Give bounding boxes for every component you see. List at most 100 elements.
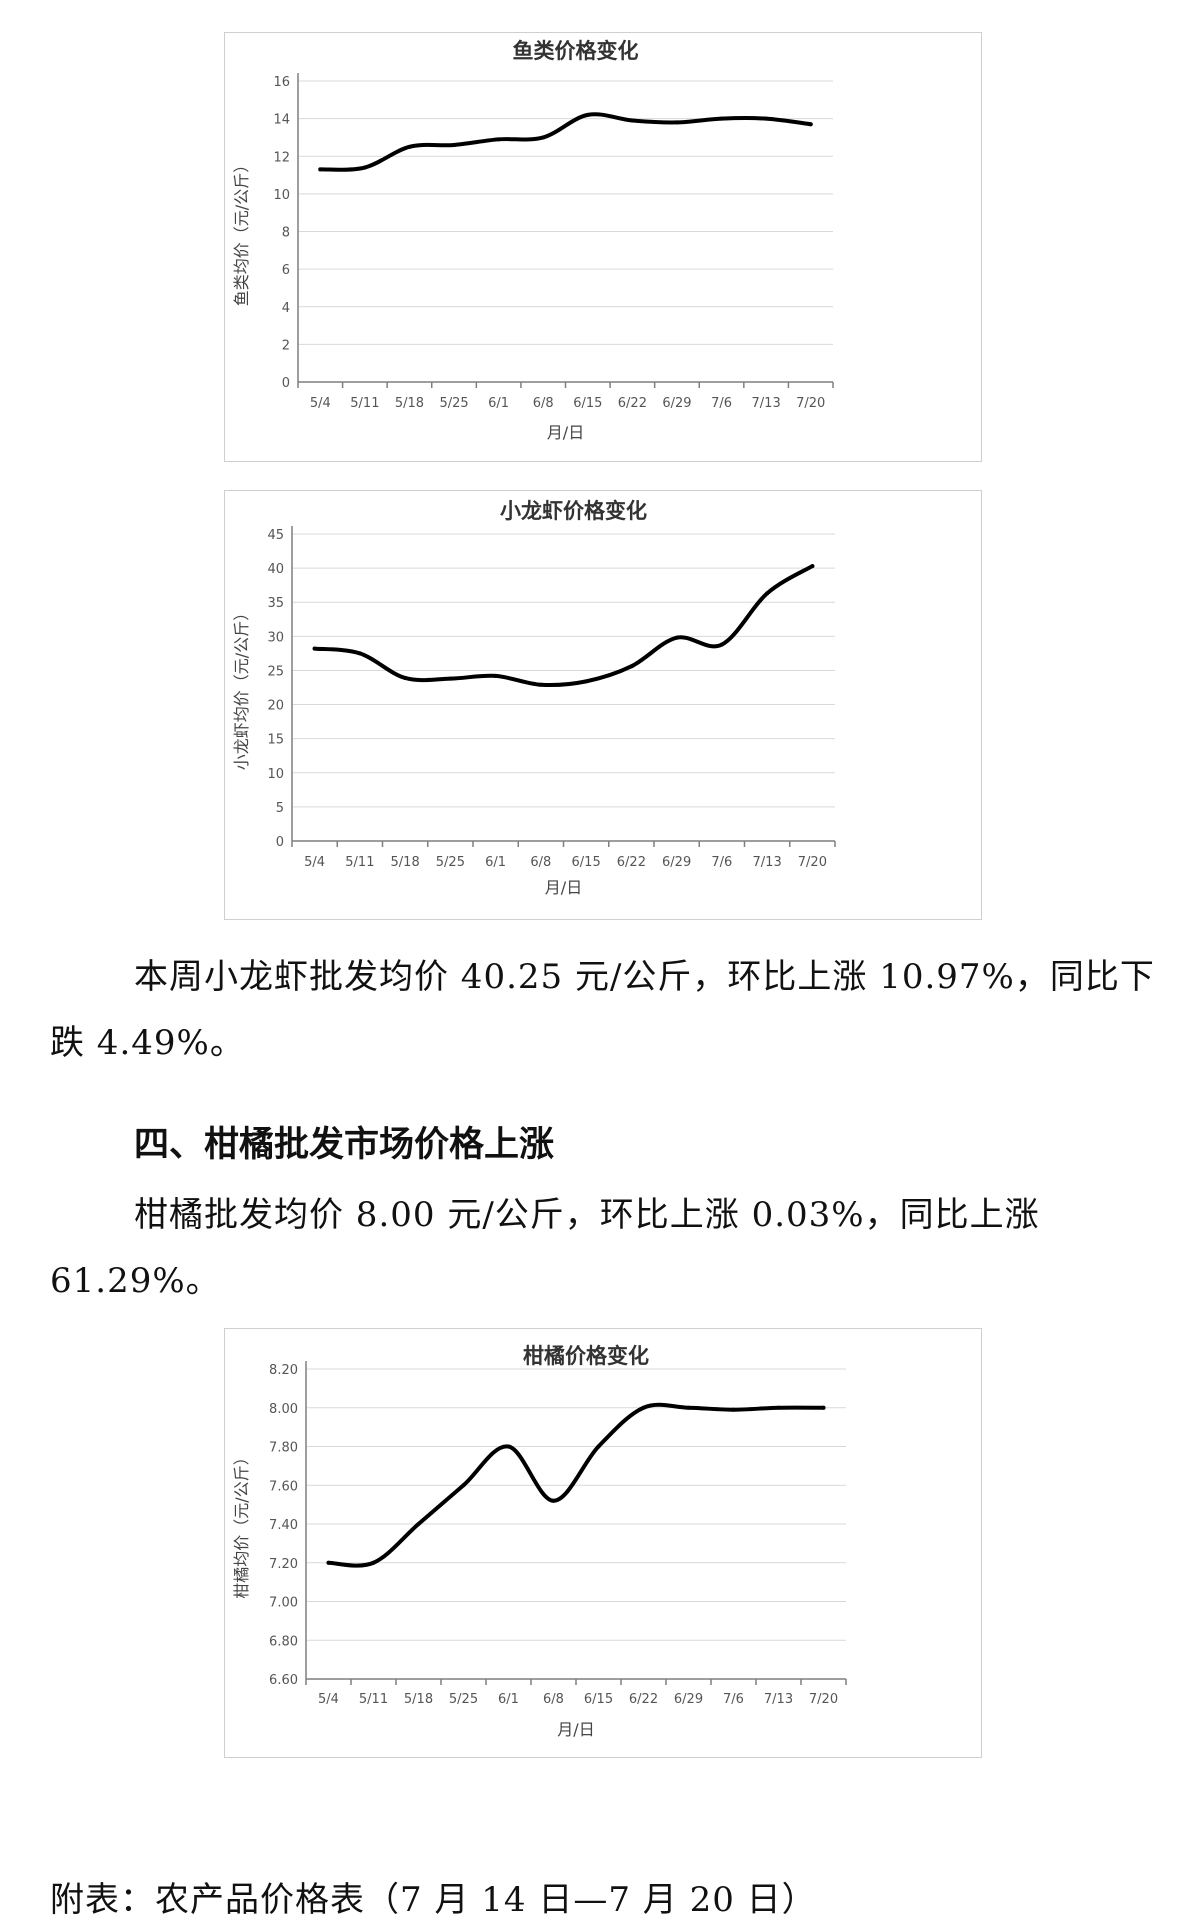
y-tick-label: 7.80 [269, 1441, 298, 1456]
x-tick-label: 5/18 [404, 1692, 433, 1707]
citrus-price-paragraph: 柑橘批发均价 8.00 元/公斤，环比上涨 0.03%，同比上涨 61.29%。 [50, 1195, 1040, 1301]
x-tick-label: 6/29 [674, 1692, 703, 1707]
y-tick-label: 40 [267, 562, 284, 577]
y-axis-label: 柑橘均价（元/公斤） [232, 1449, 251, 1598]
x-tick-label: 5/25 [439, 396, 468, 411]
y-tick-label: 16 [273, 75, 290, 90]
y-tick-label: 0 [276, 835, 284, 850]
data-point [362, 165, 367, 170]
data-point [808, 122, 813, 127]
citrus-price-chart: 柑橘价格变化 6.60 6.80 7.00 7.20 7.40 7.60 7.80 8.00 8.… [224, 1328, 982, 1758]
x-tick-label: 6/29 [662, 396, 691, 411]
x-axis-label: 月/日 [557, 1720, 594, 1739]
x-tick-label: 6/8 [543, 1692, 564, 1707]
y-axis-label: 鱼类均价（元/公斤） [232, 157, 251, 306]
x-tick-label: 7/13 [753, 855, 782, 870]
data-point [493, 673, 498, 678]
x-tick-label: 6/15 [572, 855, 601, 870]
x-tick-label: 5/11 [350, 396, 379, 411]
y-tick-label: 4 [282, 301, 290, 316]
x-tick-label: 5/4 [304, 855, 325, 870]
x-tick-label: 6/1 [485, 855, 506, 870]
y-tick-label: 6 [282, 263, 290, 278]
data-point [496, 137, 501, 142]
data-point [312, 646, 317, 651]
data-point [416, 1522, 421, 1526]
x-tick-label: 5/25 [449, 1692, 478, 1707]
data-point [357, 651, 362, 656]
x-tick-label: 6/1 [498, 1692, 519, 1707]
y-tick-label: 8 [282, 226, 290, 241]
x-tick-label: 5/18 [391, 855, 420, 870]
crayfish-price-chart: 小龙虾价格变化 0 5 10 15 20 25 30 35 40 45 5/4 5/11 5/18 5/25… [224, 490, 982, 920]
x-tick-label: 7/6 [711, 396, 732, 411]
x-tick-label: 6/8 [533, 396, 554, 411]
chart-title: 小龙虾价格变化 [500, 499, 647, 523]
x-tick-label: 7/20 [809, 1692, 838, 1707]
y-tick-label: 14 [273, 113, 290, 128]
data-point [629, 664, 634, 669]
y-axis-label: 小龙虾均价（元/公斤） [232, 605, 251, 770]
y-tick-label: 0 [282, 376, 290, 391]
y-tick-label: 7.40 [269, 1518, 298, 1533]
x-axis-label: 月/日 [547, 423, 584, 442]
citrus-price-chart-svg: 柑橘价格变化 6.60 6.80 7.00 7.20 7.40 7.60 7.80 8.00 8.… [232, 1344, 847, 1739]
data-point [641, 1405, 646, 1410]
data-point [407, 144, 412, 149]
data-point [506, 1444, 511, 1449]
data-point [538, 682, 543, 687]
x-tick-label: 5/11 [359, 1692, 388, 1707]
x-tick-label: 6/1 [488, 396, 509, 411]
chart-title: 鱼类价格变化 [513, 39, 639, 63]
y-tick-label: 7.20 [269, 1557, 298, 1572]
y-tick-label: 45 [267, 528, 284, 543]
section-heading-citrus: 四、柑橘批发市场价格上涨 [134, 1125, 555, 1165]
y-tick-label: 30 [267, 630, 284, 645]
y-tick-label: 15 [267, 733, 284, 748]
data-point [776, 1405, 781, 1410]
x-tick-label: 6/22 [617, 855, 646, 870]
data-point [584, 679, 589, 684]
y-tick-label: 8.00 [269, 1402, 298, 1417]
y-tick-label: 7.00 [269, 1596, 298, 1611]
data-point [318, 167, 323, 172]
x-tick-label: 6/22 [629, 1692, 658, 1707]
y-tick-label: 8.20 [269, 1363, 298, 1378]
x-tick-label: 5/11 [345, 855, 374, 870]
data-point [585, 112, 590, 117]
data-point [765, 591, 770, 596]
y-tick-label: 5 [276, 801, 284, 816]
y-tick-label: 10 [273, 188, 290, 203]
data-point [810, 564, 815, 569]
chart-title: 柑橘价格变化 [523, 1344, 649, 1368]
x-tick-label: 6/29 [662, 855, 691, 870]
x-axis-label: 月/日 [545, 878, 582, 897]
x-tick-label: 7/6 [711, 855, 732, 870]
data-point [821, 1405, 826, 1410]
y-tick-label: 6.60 [269, 1673, 298, 1688]
data-point [326, 1560, 331, 1565]
x-tick-label: 6/8 [530, 855, 551, 870]
series-line [312, 564, 815, 688]
fish-price-chart: 鱼类价格变化 0 2 4 6 8 10 12 14 16 5/4 5/11 5/18 5/25 6/1 6/8… [224, 32, 982, 462]
data-point [461, 1483, 466, 1488]
fish-price-chart-svg: 鱼类价格变化 0 2 4 6 8 10 12 14 16 5/4 5/11 5/18 5/25 6/1 6/8… [232, 39, 834, 442]
appendix-caption: 附表：农产品价格表（7 月 14 日—7 月 20 日） [50, 1880, 817, 1920]
data-point [686, 1405, 691, 1410]
data-point [764, 116, 769, 121]
data-point [596, 1444, 601, 1449]
data-point [551, 1498, 556, 1503]
y-tick-label: 35 [267, 596, 284, 611]
x-tick-label: 5/25 [436, 855, 465, 870]
data-point [674, 635, 679, 640]
y-tick-label: 12 [273, 150, 290, 165]
data-point [541, 135, 546, 140]
y-tick-label: 10 [267, 767, 284, 782]
data-point [371, 1560, 376, 1565]
crayfish-price-chart-svg: 小龙虾价格变化 0 5 10 15 20 25 30 35 40 45 5/4 5/11 5/18 5/25… [232, 499, 836, 897]
x-tick-label: 7/13 [764, 1692, 793, 1707]
data-point [452, 142, 457, 147]
x-tick-label: 6/22 [618, 396, 647, 411]
x-tick-label: 5/4 [318, 1692, 339, 1707]
x-tick-label: 7/20 [798, 855, 827, 870]
